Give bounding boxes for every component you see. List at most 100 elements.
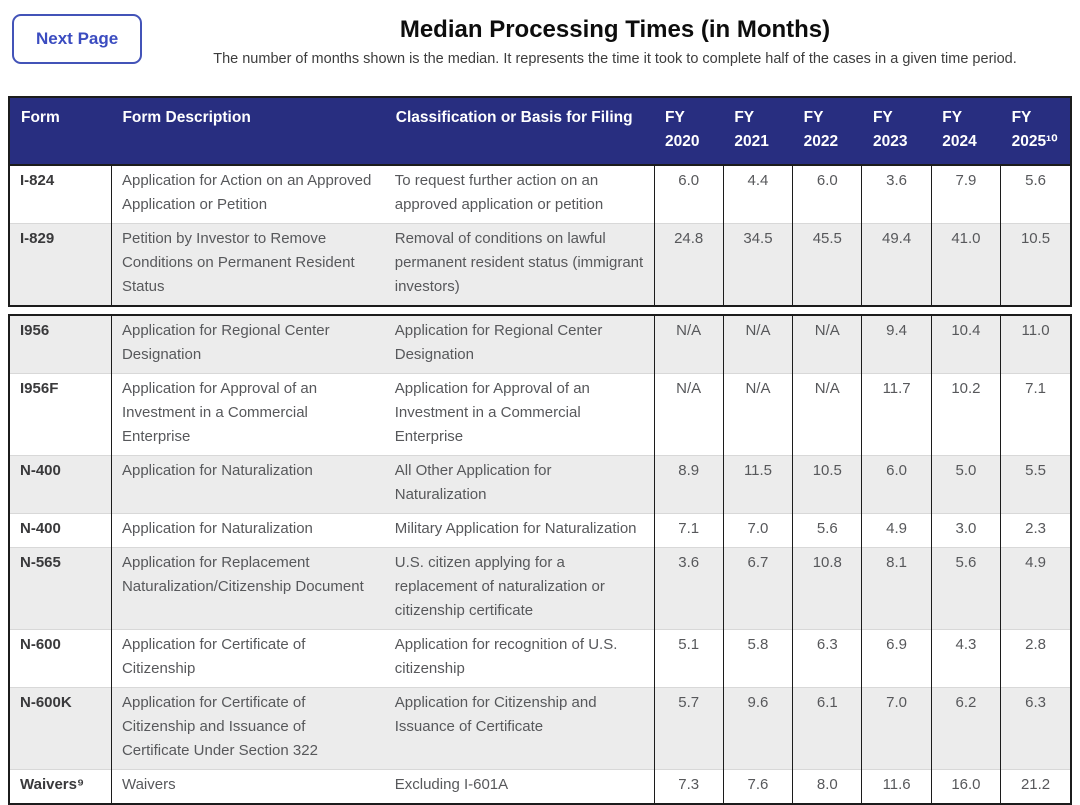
classification-cell: Military Application for Naturalization bbox=[384, 513, 655, 548]
classification-cell: Application for Regional Center Designat… bbox=[384, 315, 655, 374]
column-header-form: Form bbox=[9, 97, 112, 166]
fy-value-cell: 5.6 bbox=[1000, 165, 1071, 224]
table-row: N-400 Application for Naturalization All O… bbox=[9, 455, 1071, 514]
fy-value-cell: 10.5 bbox=[792, 455, 862, 514]
fy-value-cell: 3.6 bbox=[653, 547, 724, 630]
form-description-cell: Application for Naturalization bbox=[110, 513, 385, 548]
fy-value-cell: 9.6 bbox=[722, 687, 793, 770]
fy-value-cell: 4.4 bbox=[722, 165, 793, 224]
fy-value-cell: 34.5 bbox=[722, 223, 793, 306]
fy-value-cell: 9.4 bbox=[861, 315, 932, 374]
page-header: Next Page Median Processing Times (in Mo… bbox=[0, 0, 1080, 86]
fy-value-cell: 6.1 bbox=[792, 687, 862, 770]
fy-value-cell: N/A bbox=[722, 315, 793, 374]
fy-value-cell: 3.6 bbox=[861, 165, 932, 224]
form-code-cell: N-400 bbox=[9, 513, 112, 548]
fy-value-cell: 3.0 bbox=[930, 513, 1001, 548]
classification-cell: Excluding I-601A bbox=[384, 769, 655, 804]
form-description-cell: Application for Approval of an Investmen… bbox=[110, 373, 385, 456]
form-description-cell: Application for Action on an Approved Ap… bbox=[110, 165, 385, 224]
table-row: N-400 Application for Naturalization Milit… bbox=[9, 513, 1071, 548]
fy-value-cell: 7.1 bbox=[653, 513, 724, 548]
fy-value-cell: 10.5 bbox=[1000, 223, 1071, 306]
table-row: Waivers⁹ Waivers Excluding I-601A 7.3 7.6 8.0… bbox=[9, 769, 1071, 804]
column-header-fy2020: FY 2020 bbox=[654, 97, 724, 166]
table-row: I-829 Petition by Investor to Remove Cond… bbox=[9, 223, 1071, 306]
fy-value-cell: N/A bbox=[653, 373, 724, 456]
fy-value-cell: 5.1 bbox=[653, 629, 724, 688]
classification-cell: U.S. citizen applying for a replacement … bbox=[384, 547, 655, 630]
heading-block: Median Processing Times (in Months) The … bbox=[0, 0, 1080, 67]
column-header-fy2021: FY 2021 bbox=[723, 97, 793, 166]
form-description-cell: Application for Naturalization bbox=[110, 455, 385, 514]
form-description-cell: Waivers bbox=[110, 769, 385, 804]
fy-value-cell: 6.3 bbox=[792, 629, 862, 688]
fy-value-cell: 11.7 bbox=[861, 373, 932, 456]
fy-value-cell: 24.8 bbox=[653, 223, 724, 306]
fy-value-cell: N/A bbox=[653, 315, 724, 374]
page-subtitle: The number of months shown is the median… bbox=[213, 51, 1017, 67]
fy-value-cell: 5.5 bbox=[1000, 455, 1071, 514]
form-description-cell: Application for Certificate of Citizensh… bbox=[110, 629, 385, 688]
classification-cell: Application for Approval of an Investmen… bbox=[384, 373, 655, 456]
fy-value-cell: 45.5 bbox=[792, 223, 862, 306]
form-code-cell: I-829 bbox=[9, 223, 112, 306]
fy-value-cell: 11.5 bbox=[722, 455, 793, 514]
column-header-fy2025: FY 2025¹⁰ bbox=[1000, 97, 1071, 166]
fy-value-cell: 4.9 bbox=[1000, 547, 1071, 630]
fy-value-cell: 10.4 bbox=[930, 315, 1001, 374]
table-row: I956F Application for Approval of an Inve… bbox=[9, 373, 1071, 456]
fy-value-cell: 6.0 bbox=[653, 165, 724, 224]
classification-cell: To request further action on an approved… bbox=[384, 165, 655, 224]
fy-value-cell: 7.0 bbox=[722, 513, 793, 548]
form-code-cell: N-600 bbox=[9, 629, 112, 688]
fy-value-cell: 2.3 bbox=[1000, 513, 1071, 548]
fy-value-cell: 7.9 bbox=[930, 165, 1001, 224]
form-code-cell: N-600K bbox=[9, 687, 112, 770]
fy-value-cell: 5.8 bbox=[722, 629, 793, 688]
form-code-cell: N-565 bbox=[9, 547, 112, 630]
fy-value-cell: 16.0 bbox=[930, 769, 1001, 804]
next-page-button[interactable]: Next Page bbox=[12, 14, 143, 64]
form-code-cell: I956 bbox=[9, 315, 112, 374]
fy-value-cell: 6.0 bbox=[792, 165, 862, 224]
table-segment-1: Form Form Description Classification or … bbox=[8, 96, 1072, 307]
table-row: N-565 Application for Replacement Natural… bbox=[9, 547, 1071, 630]
fy-value-cell: 10.8 bbox=[792, 547, 862, 630]
fy-value-cell: N/A bbox=[792, 315, 862, 374]
classification-cell: Application for Citizenship and Issuance… bbox=[384, 687, 655, 770]
fy-value-cell: 8.1 bbox=[861, 547, 932, 630]
fy-value-cell: 10.2 bbox=[930, 373, 1001, 456]
column-header-form-description: Form Description bbox=[111, 97, 385, 166]
table-row: N-600 Application for Certificate of Citi… bbox=[9, 629, 1071, 688]
fy-value-cell: 8.9 bbox=[653, 455, 724, 514]
table-row: I956 Application for Regional Center Desi… bbox=[9, 315, 1071, 374]
fy-value-cell: 6.9 bbox=[861, 629, 932, 688]
fy-value-cell: N/A bbox=[792, 373, 862, 456]
form-description-cell: Application for Certificate of Citizensh… bbox=[110, 687, 385, 770]
form-code-cell: I956F bbox=[9, 373, 112, 456]
form-description-cell: Application for Regional Center Designat… bbox=[110, 315, 385, 374]
column-header-fy2024: FY 2024 bbox=[931, 97, 1001, 166]
form-description-cell: Application for Replacement Naturalizati… bbox=[110, 547, 385, 630]
fy-value-cell: 8.0 bbox=[792, 769, 862, 804]
fy-value-cell: 11.0 bbox=[1000, 315, 1071, 374]
classification-cell: Removal of conditions on lawful permanen… bbox=[384, 223, 655, 306]
fy-value-cell: 5.0 bbox=[930, 455, 1001, 514]
fy-value-cell: 4.9 bbox=[861, 513, 932, 548]
column-header-fy2022: FY 2022 bbox=[792, 97, 862, 166]
fy-value-cell: 5.7 bbox=[653, 687, 724, 770]
fy-value-cell: 41.0 bbox=[930, 223, 1001, 306]
column-header-classification: Classification or Basis for Filing bbox=[384, 97, 655, 166]
fy-value-cell: 4.3 bbox=[930, 629, 1001, 688]
fy-value-cell: 7.1 bbox=[1000, 373, 1071, 456]
table-row: I-824 Application for Action on an Approv… bbox=[9, 165, 1071, 224]
fy-value-cell: 6.0 bbox=[861, 455, 932, 514]
column-header-fy2023: FY 2023 bbox=[861, 97, 932, 166]
processing-times-table: Form Form Description Classification or … bbox=[8, 96, 1072, 805]
fy-value-cell: 5.6 bbox=[792, 513, 862, 548]
table-row: N-600K Application for Certificate of Cit… bbox=[9, 687, 1071, 770]
fy-value-cell: 6.7 bbox=[722, 547, 793, 630]
fy-value-cell: 5.6 bbox=[930, 547, 1001, 630]
fy-value-cell: 6.2 bbox=[930, 687, 1001, 770]
